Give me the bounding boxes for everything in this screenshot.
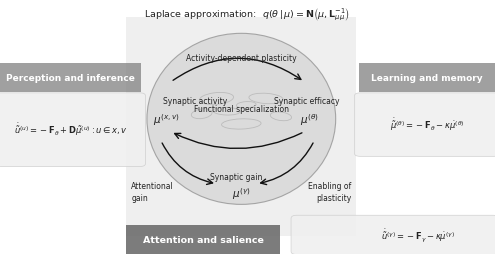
Text: $\mu^{(\theta)}$: $\mu^{(\theta)}$ — [300, 112, 319, 127]
FancyBboxPatch shape — [0, 93, 146, 167]
Text: $\mu^{(x,v)}$: $\mu^{(x,v)}$ — [152, 112, 179, 127]
FancyBboxPatch shape — [291, 215, 495, 254]
Text: Functional specialization: Functional specialization — [194, 105, 289, 114]
Text: Attention and salience: Attention and salience — [143, 235, 263, 244]
Text: $\dot{\tilde{u}}^{(\gamma)} = -\mathbf{F}_{\gamma} - \kappa\dot{\mu}^{(\gamma)}$: $\dot{\tilde{u}}^{(\gamma)} = -\mathbf{F… — [381, 227, 455, 243]
Text: Attentional
gain: Attentional gain — [131, 181, 174, 202]
Text: Synaptic activity: Synaptic activity — [163, 97, 228, 106]
Text: Learning and memory: Learning and memory — [371, 74, 483, 83]
Bar — [359, 64, 495, 93]
Text: Laplace approximation:  $q(\theta\,|\,\mu) = \mathbf{N}\left(\mu,\mathbf{L}_{\mu: Laplace approximation: $q(\theta\,|\,\mu… — [145, 6, 350, 23]
Bar — [126, 225, 280, 254]
Ellipse shape — [147, 34, 336, 204]
Text: $\dot{\tilde{u}}^{(u)} = -\mathbf{F}_{\vartheta} + \mathbf{D}\tilde{\mu}^{(u)} :: $\dot{\tilde{u}}^{(u)} = -\mathbf{F}_{\v… — [14, 121, 127, 138]
Text: $\dot{\tilde{\mu}}^{(\theta)} = -\mathbf{F}_{\theta} - \kappa\dot{\mu}^{(\theta): $\dot{\tilde{\mu}}^{(\theta)} = -\mathbf… — [390, 116, 464, 133]
Text: Synaptic efficacy: Synaptic efficacy — [274, 97, 340, 106]
Text: Activity-dependent plasticity: Activity-dependent plasticity — [186, 54, 297, 63]
Bar — [126, 18, 356, 236]
Text: Perception and inference: Perception and inference — [6, 74, 135, 83]
Text: $\mu^{(\gamma)}$: $\mu^{(\gamma)}$ — [232, 185, 251, 201]
Bar — [0, 64, 141, 93]
FancyBboxPatch shape — [354, 93, 495, 157]
Text: Synaptic gain: Synaptic gain — [210, 172, 263, 181]
Text: Enabling of
plasticity: Enabling of plasticity — [308, 181, 351, 202]
